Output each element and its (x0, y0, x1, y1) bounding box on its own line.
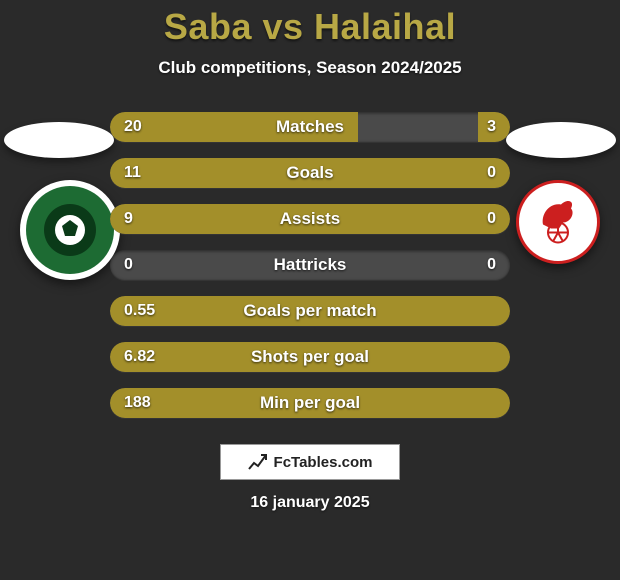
comparison-card: Saba vs Halaihal Club competitions, Seas… (0, 0, 620, 580)
right-club-crest (516, 180, 600, 264)
stat-row: 90Assists (110, 204, 510, 234)
right-player-placeholder (506, 122, 616, 158)
left-player-placeholder (4, 122, 114, 158)
stat-label: Hattricks (110, 250, 510, 280)
stat-row: 0.55Goals per match (110, 296, 510, 326)
stat-row: 110Goals (110, 158, 510, 188)
generation-date: 16 january 2025 (0, 494, 620, 512)
stat-label: Goals per match (110, 296, 510, 326)
stat-label: Min per goal (110, 388, 510, 418)
stat-label: Goals (110, 158, 510, 188)
goat-ball-icon (531, 193, 585, 247)
stat-label: Matches (110, 112, 510, 142)
chart-up-icon (248, 453, 268, 471)
stat-row: 6.82Shots per goal (110, 342, 510, 372)
stat-label: Shots per goal (110, 342, 510, 372)
ball-icon (53, 213, 87, 247)
stat-row: 203Matches (110, 112, 510, 142)
page-subtitle: Club competitions, Season 2024/2025 (0, 58, 620, 78)
stat-label: Assists (110, 204, 510, 234)
left-club-crest: ★ (20, 180, 120, 280)
source-badge[interactable]: FcTables.com (220, 444, 400, 480)
page-title: Saba vs Halaihal (0, 0, 620, 48)
stat-row: 188Min per goal (110, 388, 510, 418)
stat-row: 00Hattricks (110, 250, 510, 280)
source-label: FcTables.com (274, 454, 373, 471)
